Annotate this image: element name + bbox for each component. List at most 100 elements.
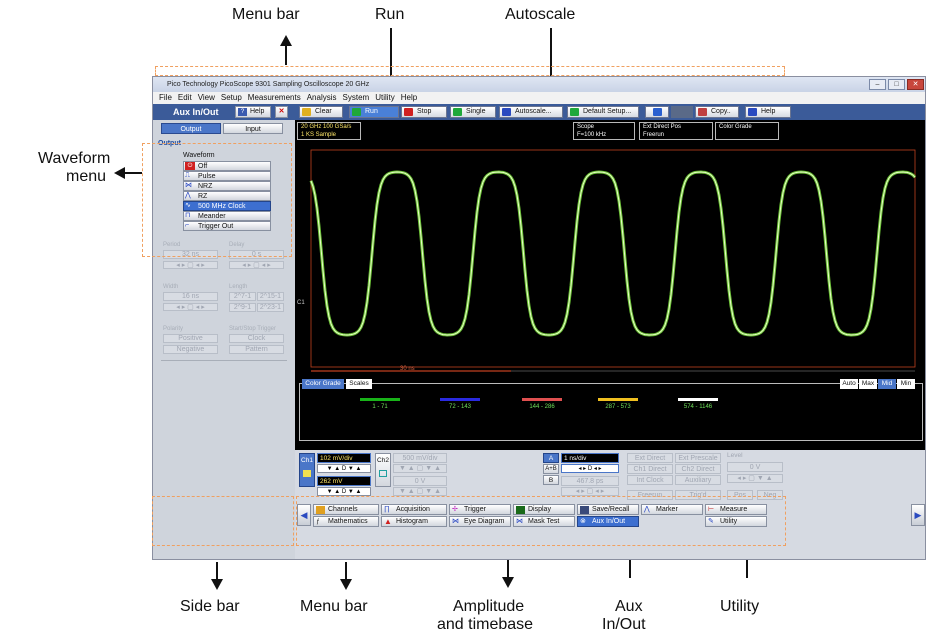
clear-button[interactable]: Clear [299,106,343,118]
menu-trigger[interactable]: ✢ Trigger [449,504,511,515]
menu-measure[interactable]: ⊢ Measure [705,504,767,515]
oscilloscope-window: Pico Technology PicoScope 9301 Sampling … [152,76,926,560]
legend-mid-button[interactable]: Mid [878,379,896,389]
menu-save-recall[interactable]: Save/Recall [577,504,639,515]
arrow-waveform-menu [114,167,142,179]
side-bar-close-button[interactable]: ✕ [275,106,288,118]
annotation-amplitude-1: Amplitude [453,598,525,615]
legend-bin-4: 287 - 573 [598,398,638,410]
channel-1-waveform-core [310,171,916,336]
menu-scroll-right[interactable]: ▶ [911,504,925,526]
waveform-trigger-out[interactable]: ⌐ Trigger Out [183,221,271,231]
utility-icon: ✎ [708,518,714,525]
legend-min-button[interactable]: Min [897,379,915,389]
arrow-menu-bar-bottom [340,562,352,590]
ch1-scale-stepper[interactable]: ▼ ▲ D ▼ ▲ [317,464,371,473]
meander-icon: ⊓ [185,212,191,219]
menu-file[interactable]: File [159,93,172,102]
marker-icon: ⋀ [644,506,650,513]
ch2-button[interactable]: Ch2 [375,453,391,487]
timebase-a-button[interactable]: A [543,453,559,463]
arrow-menu-bar-top [280,35,292,65]
menu-mathematics[interactable]: ƒ Mathematics [313,516,379,527]
waveform-off[interactable]: ⏻ Off [183,161,271,171]
ch1-button[interactable]: Ch1 [299,453,315,487]
waveform-meander[interactable]: ⊓ Meander [183,211,271,221]
side-bar-help-button[interactable]: ? Help [235,106,271,118]
menu-help[interactable]: Help [400,93,418,102]
menu-analysis[interactable]: Analysis [306,93,337,102]
menu-marker[interactable]: ⋀ Marker [641,504,703,515]
stop-button[interactable]: Stop [401,106,447,118]
waveform-500mhz-clock[interactable]: ∿ 500 MHz Clock [183,201,271,211]
ch1-offset-stepper[interactable]: ▼ ▲ D ▼ ▲ [317,487,371,496]
undo-button[interactable] [645,106,669,118]
menu-utility[interactable]: Utility [375,93,395,102]
minimize-button[interactable]: – [869,79,886,90]
freerun-indicator: Freerun [627,490,673,500]
timebase-delay: 467.8 ps [561,476,619,486]
legend-color-grade-button[interactable]: Color Grade [302,379,344,389]
legend-bin-5-label: 574 - 1146 [683,404,713,410]
menu-view[interactable]: View [197,93,215,102]
start-stop-label: Start/Stop Trigger [229,326,277,332]
menu-channels[interactable]: Channels [313,504,379,515]
legend-bin-5-swatch [678,398,718,401]
menu-histogram[interactable]: ▲ Histogram [381,516,447,527]
menu-system[interactable]: System [342,93,370,102]
color-grade-legend: Color Grade Scales Auto Max Mid Min 1 - … [299,379,923,441]
legend-auto-button[interactable]: Auto [840,379,858,389]
length-label: Length [229,284,248,290]
callout-box-menu-bar-bottom [296,496,786,546]
waveform-plot[interactable]: C1 30 ns [295,140,926,450]
menu-eye-diagram[interactable]: ⋈ Eye Diagram [449,516,511,527]
ch2-color-swatch [379,470,387,477]
menu-bar: File Edit View Setup Measurements Analysis Sys… [153,92,925,104]
ch2-scale: 500 mV/div [393,453,447,463]
waveform-rz[interactable]: ⋀ RZ [183,191,271,201]
timebase-scale[interactable]: 1 ns/div [561,453,619,463]
delay-label: Delay [229,242,245,248]
menu-mask-test[interactable]: ⋈ Mask Test [513,516,575,527]
trigger-out-icon: ⌐ [185,222,190,229]
trigger-level-value: 0 V [727,462,783,472]
tab-output[interactable]: Output [161,123,221,134]
legend-bin-1: 1 - 71 [360,398,400,410]
autoscale-button[interactable]: Autoscale... [499,106,563,118]
start-stop-pattern: Pattern [229,345,284,354]
help-button[interactable]: Help [745,106,791,118]
legend-max-button[interactable]: Max [859,379,877,389]
copy-button[interactable]: Copy.. [695,106,739,118]
trigger-level-stepper: ◂ ▸ ▢ ▼ ▲ [727,474,783,483]
waveform-nrz[interactable]: ⋈ NRZ [183,181,271,191]
display-icon [516,506,525,514]
ch1-scale[interactable]: 102 mV/div [317,453,371,463]
maximize-button[interactable]: □ [888,79,905,90]
close-button[interactable]: ✕ [907,79,924,90]
timebase-b-button[interactable]: B [543,475,559,485]
trigger-neg-button: Neg [757,490,783,500]
default-setup-button[interactable]: Default Setup... [567,106,639,118]
waveform-pulse[interactable]: ⎍ Pulse [183,171,271,181]
play-icon [352,108,361,116]
annotation-run: Run [375,6,405,23]
scope-info: Scope F=100 kHz [573,122,635,140]
single-button[interactable]: Single [450,106,496,118]
menu-measurements[interactable]: Measurements [247,93,301,102]
menu-utility[interactable]: ✎ Utility [705,516,767,527]
menu-setup[interactable]: Setup [220,93,242,102]
ch1-offset[interactable]: 262 mV [317,476,371,486]
toolbar: Clear Run Stop Single Autoscale... Defau… [295,104,925,120]
menu-display[interactable]: Display [513,504,575,515]
menu-edit[interactable]: Edit [177,93,192,102]
tab-input[interactable]: Input [223,123,283,134]
menu-acquisition[interactable]: ∏ Acquisition [381,504,447,515]
timebase-stepper[interactable]: ◂ ▸ D ◂ ▸ [561,464,619,473]
broom-icon [302,108,311,116]
legend-scales-button[interactable]: Scales [346,379,372,389]
run-button[interactable]: Run [349,106,399,118]
menu-aux-in-out[interactable]: ⊗ Aux In/Out [577,516,639,527]
autoscale-icon [502,108,511,116]
timebase-ab-button[interactable]: A+B [543,464,559,474]
menu-scroll-left[interactable]: ◀ [297,504,311,526]
